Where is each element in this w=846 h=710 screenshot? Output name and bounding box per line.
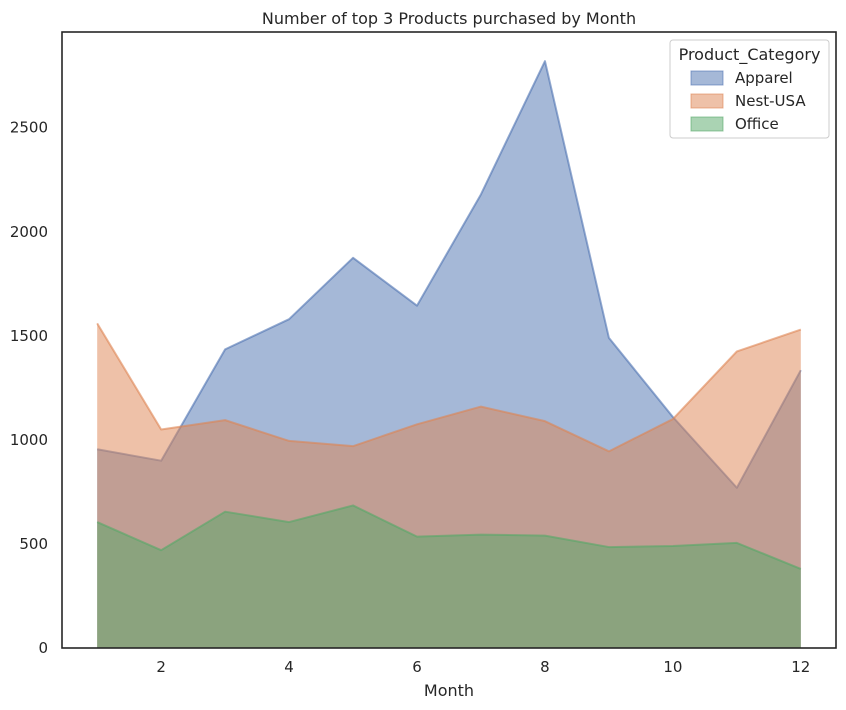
line-nest-usa bbox=[96, 322, 802, 453]
legend-swatch-apparel bbox=[690, 70, 724, 86]
y-tick-label: 0 bbox=[38, 639, 48, 657]
area-office bbox=[97, 505, 801, 648]
plot-frame bbox=[61, 31, 837, 649]
x-tick-label: 10 bbox=[663, 658, 682, 676]
y-tick-label: 1500 bbox=[10, 327, 48, 345]
chart-title: Number of top 3 Products purchased by Mo… bbox=[262, 9, 636, 28]
legend-label-nest-usa: Nest-USA bbox=[735, 92, 806, 110]
y-axis-ticks: 0 500 1000 1500 2000 2500 bbox=[10, 119, 48, 657]
legend-items: Apparel Nest-USA Office bbox=[690, 69, 806, 133]
y-tick-label: 1000 bbox=[10, 431, 48, 449]
series-areas bbox=[96, 60, 802, 648]
y-tick-label: 2500 bbox=[10, 119, 48, 137]
legend-label-apparel: Apparel bbox=[735, 69, 793, 87]
y-tick-label: 500 bbox=[19, 535, 48, 553]
legend-swatch-nest-usa bbox=[690, 93, 724, 109]
x-axis-title: Month bbox=[424, 681, 474, 700]
x-tick-label: 12 bbox=[791, 658, 810, 676]
y-tick-label: 2000 bbox=[10, 223, 48, 241]
legend-swatch-office bbox=[690, 116, 724, 132]
legend-title: Product_Category bbox=[679, 45, 821, 65]
x-tick-label: 2 bbox=[156, 658, 166, 676]
x-tick-label: 6 bbox=[412, 658, 422, 676]
legend-box bbox=[669, 39, 830, 139]
legend: Product_Category Apparel Nest-USA Office bbox=[669, 39, 830, 139]
line-office bbox=[96, 504, 802, 570]
x-axis-ticks: 2 4 6 8 10 12 bbox=[156, 658, 810, 676]
legend-label-office: Office bbox=[735, 115, 779, 133]
x-tick-label: 8 bbox=[540, 658, 550, 676]
x-tick-label: 4 bbox=[284, 658, 294, 676]
